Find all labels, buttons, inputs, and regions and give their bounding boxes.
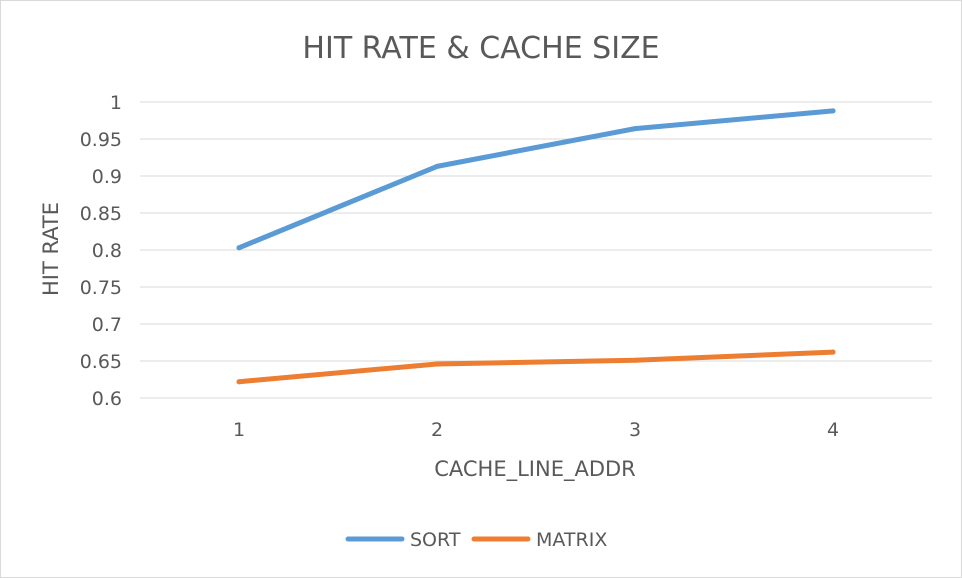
legend-label: SORT — [410, 529, 461, 551]
y-axis-ticks: 0.6 0.65 0.7 0.75 0.8 0.85 0.9 0.95 1 — [80, 92, 122, 410]
y-tick-label: 0.75 — [80, 277, 122, 299]
y-tick-label: 0.9 — [92, 166, 122, 188]
y-tick-label: 0.65 — [80, 351, 122, 373]
x-axis-ticks: 1 2 3 4 — [233, 419, 839, 441]
x-tick-label: 1 — [233, 419, 245, 441]
y-axis-title: HIT RATE — [39, 202, 63, 296]
series-lines — [236, 108, 836, 385]
y-tick-label: 0.8 — [92, 240, 122, 262]
y-tick-label: 1 — [110, 92, 122, 114]
data-point-matrix — [236, 379, 242, 385]
y-tick-label: 0.7 — [92, 314, 122, 336]
data-point-sort — [632, 126, 638, 132]
series-line-matrix — [236, 349, 836, 385]
series-line-sort — [236, 108, 836, 251]
data-point-sort — [236, 245, 242, 251]
x-tick-label: 4 — [827, 419, 839, 441]
x-tick-label: 3 — [629, 419, 641, 441]
gridlines — [140, 101, 932, 399]
x-axis-title: CACHE_LINE_ADDR — [434, 457, 636, 482]
y-tick-label: 0.85 — [80, 203, 122, 225]
legend-label: MATRIX — [536, 529, 607, 551]
data-point-matrix — [830, 349, 836, 355]
chart-title: HIT RATE & CACHE SIZE — [302, 31, 659, 66]
x-tick-label: 2 — [431, 419, 443, 441]
data-point-matrix — [434, 361, 440, 367]
data-point-sort — [830, 108, 836, 114]
y-tick-label: 0.95 — [80, 129, 122, 151]
y-tick-label: 0.6 — [92, 388, 122, 410]
data-point-matrix — [632, 357, 638, 363]
data-point-sort — [434, 163, 440, 169]
legend: SORT MATRIX — [345, 529, 607, 551]
